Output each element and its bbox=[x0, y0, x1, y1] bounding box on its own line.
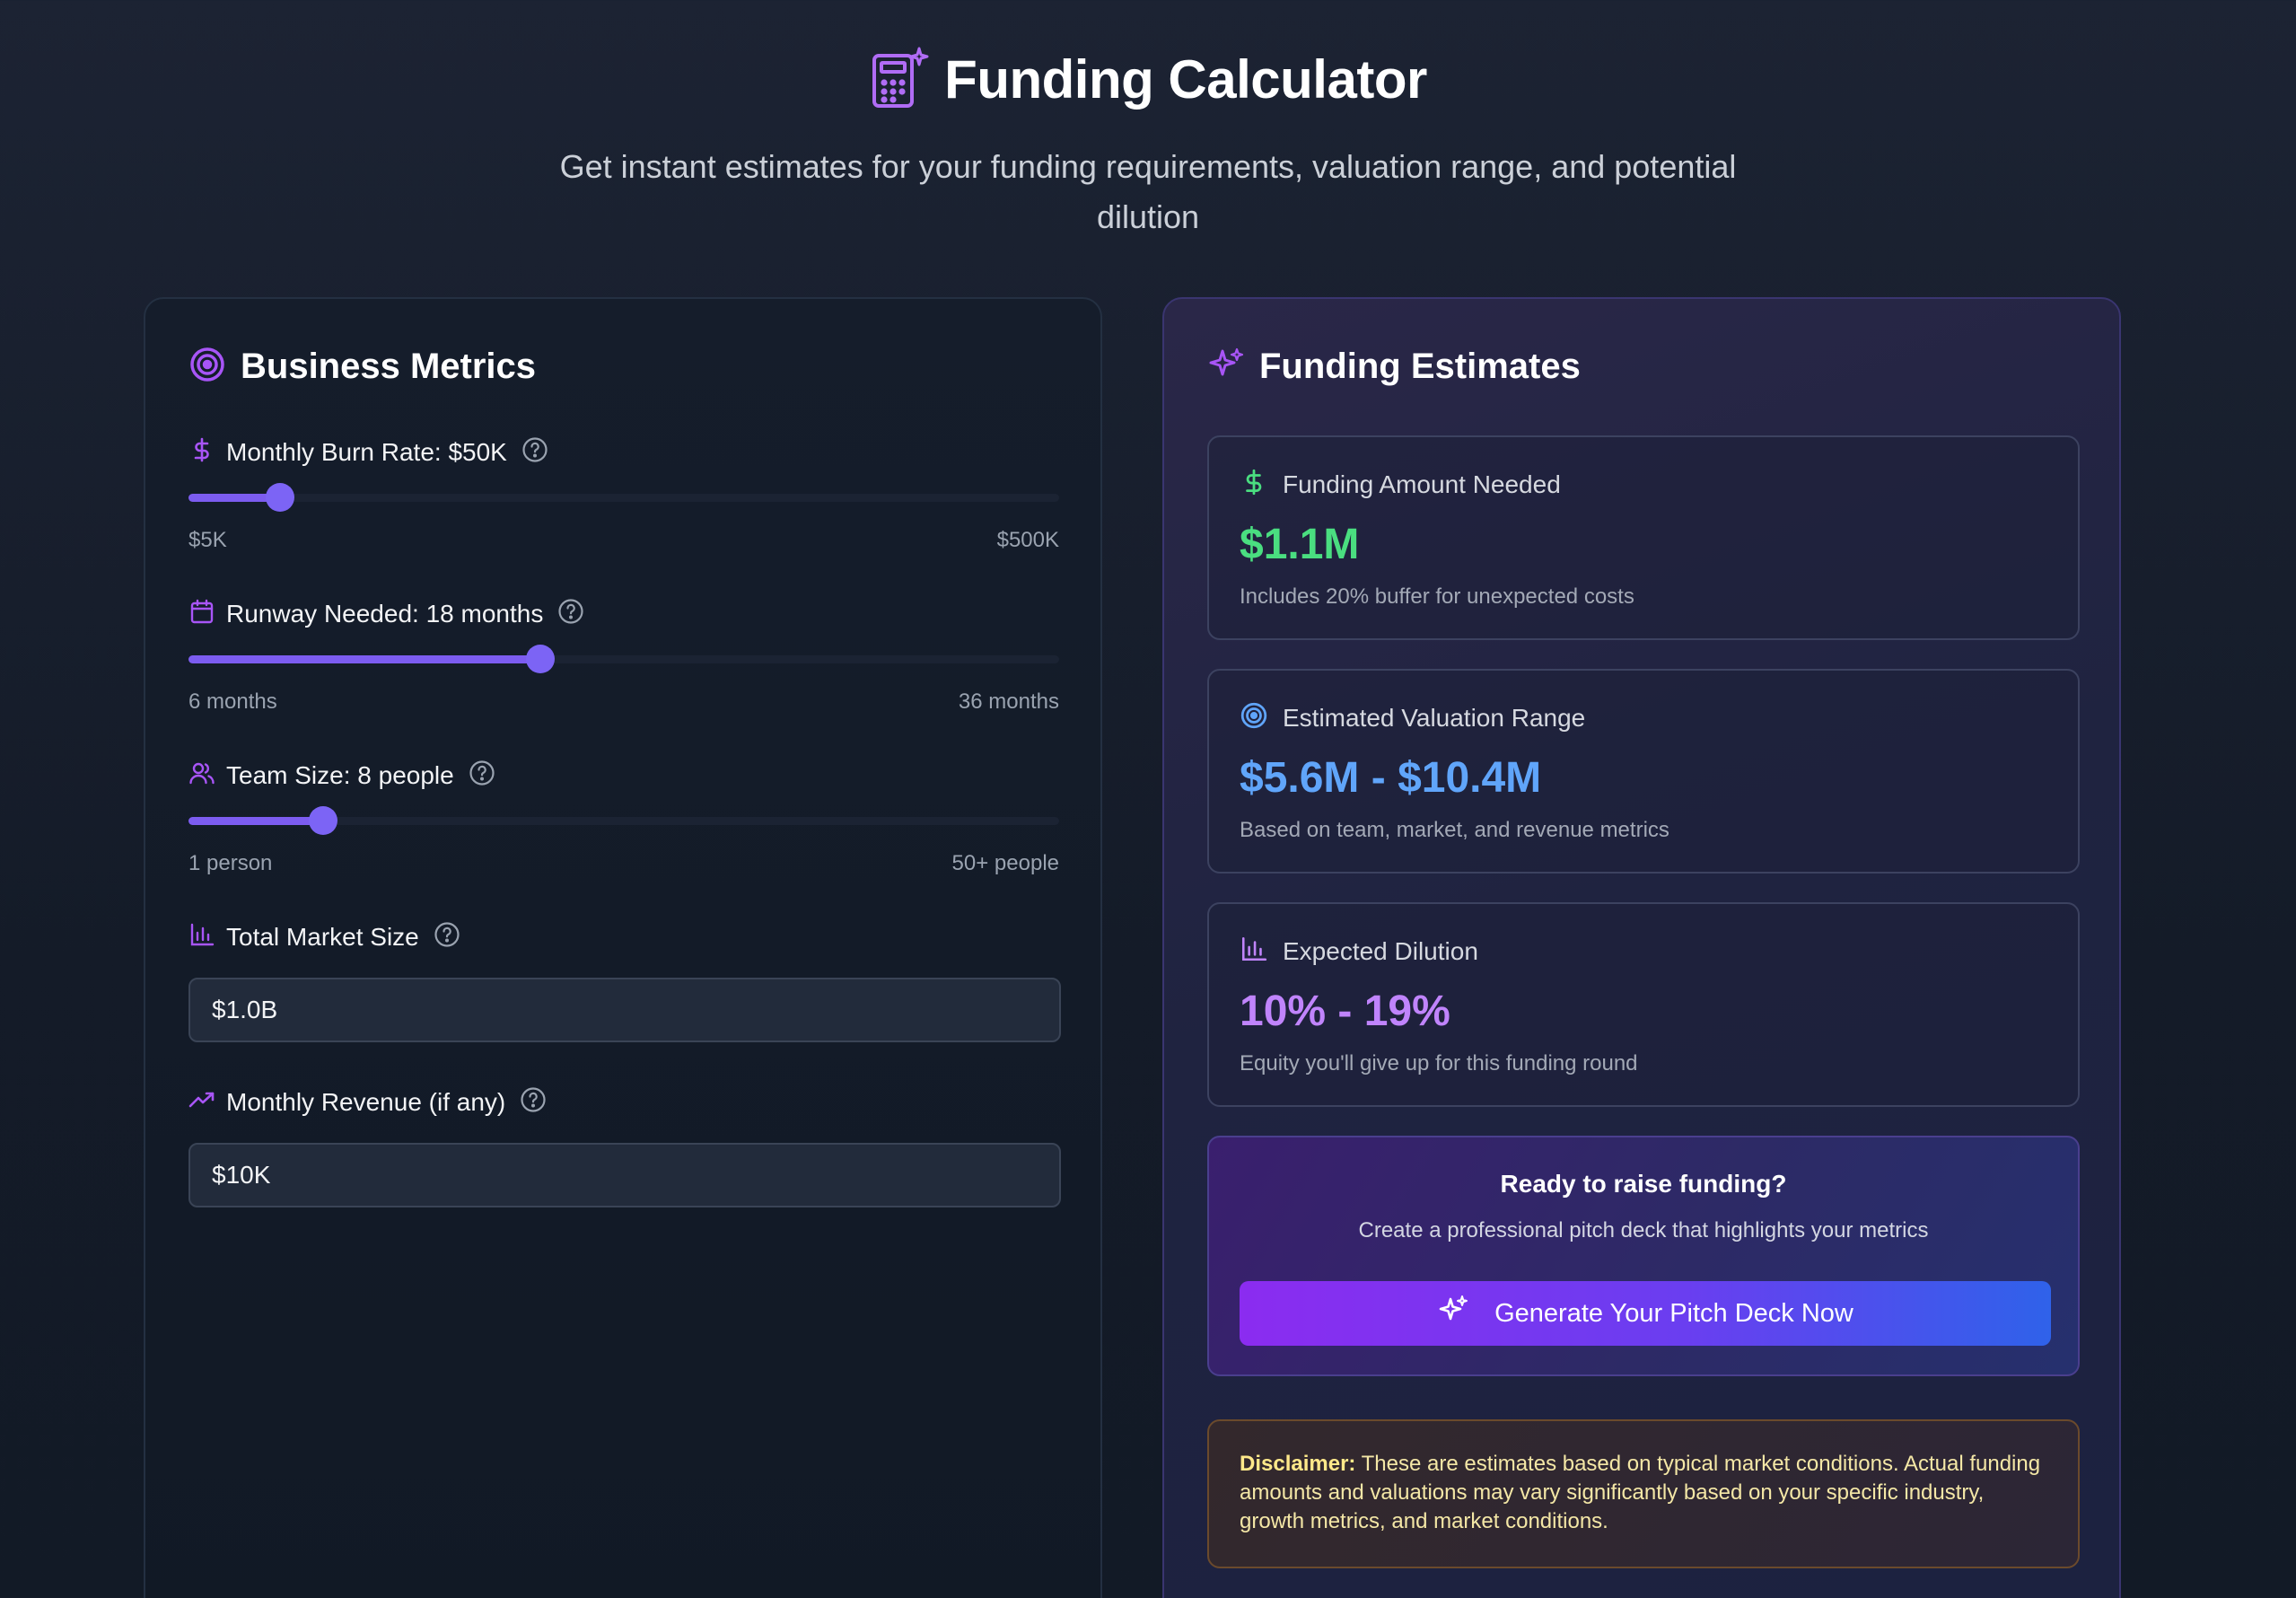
range-max-label: 36 months bbox=[958, 689, 1059, 714]
runway-range: 6 months 36 months bbox=[188, 689, 1059, 715]
cta-title: Ready to raise funding? bbox=[1500, 1170, 1787, 1198]
target-icon bbox=[188, 346, 226, 388]
page-header: Funding Calculator Get instant estimates… bbox=[0, 36, 2296, 242]
team-size-label-row: Team Size: 8 people bbox=[188, 759, 495, 791]
slider-thumb[interactable] bbox=[265, 483, 294, 512]
help-icon[interactable] bbox=[465, 759, 495, 791]
runway-label: Runway Needed: 18 months bbox=[226, 599, 544, 628]
market-size-label-row: Total Market Size bbox=[188, 921, 460, 953]
help-icon[interactable] bbox=[518, 436, 548, 468]
funding-estimates-header: Funding Estimates bbox=[1207, 346, 1581, 388]
expected-dilution-card: Expected Dilution 10% - 19% Equity you'l… bbox=[1207, 902, 2080, 1107]
revenue-label-row: Monthly Revenue (if any) bbox=[188, 1086, 547, 1118]
page-subtitle: Get instant estimates for your funding r… bbox=[559, 148, 1737, 235]
runway-slider[interactable] bbox=[188, 644, 1059, 674]
bar-chart-icon bbox=[188, 921, 215, 953]
valuation-range-label: Estimated Valuation Range bbox=[1283, 703, 1586, 732]
sparkles-icon bbox=[1207, 346, 1245, 388]
slider-fill bbox=[188, 655, 540, 663]
card-header: Estimated Valuation Range bbox=[1240, 701, 1585, 734]
burn-rate-range: $5K $500K bbox=[188, 528, 1059, 553]
help-icon[interactable] bbox=[430, 921, 460, 953]
expected-dilution-note: Equity you'll give up for this funding r… bbox=[1240, 1051, 1638, 1076]
funding-amount-value: $1.1M bbox=[1240, 521, 1360, 568]
funding-estimates-panel: Funding Estimates Funding Amount Needed … bbox=[1162, 297, 2121, 1598]
revenue-label: Monthly Revenue (if any) bbox=[226, 1087, 506, 1116]
title-row: Funding Calculator bbox=[0, 36, 2296, 122]
dollar-icon bbox=[1240, 468, 1268, 501]
business-metrics-title: Business Metrics bbox=[241, 347, 537, 386]
cta-subtitle: Create a professional pitch deck that hi… bbox=[1358, 1218, 1929, 1242]
team-size-label: Team Size: 8 people bbox=[226, 760, 454, 789]
funding-amount-card: Funding Amount Needed $1.1M Includes 20%… bbox=[1207, 435, 2080, 640]
market-size-input[interactable] bbox=[188, 978, 1061, 1042]
funding-amount-label: Funding Amount Needed bbox=[1283, 470, 1561, 498]
generate-pitch-deck-button[interactable]: Generate Your Pitch Deck Now bbox=[1240, 1281, 2051, 1346]
help-icon[interactable] bbox=[516, 1086, 547, 1118]
card-header: Funding Amount Needed bbox=[1240, 468, 1561, 501]
range-max-label: $500K bbox=[996, 528, 1059, 552]
funding-estimates-title: Funding Estimates bbox=[1259, 347, 1581, 386]
target-icon bbox=[1240, 701, 1268, 734]
range-min-label: $5K bbox=[188, 528, 227, 552]
range-min-label: 6 months bbox=[188, 689, 277, 714]
help-icon[interactable] bbox=[554, 598, 584, 629]
burn-rate-slider[interactable] bbox=[188, 482, 1059, 513]
trending-up-icon bbox=[188, 1086, 215, 1118]
disclaimer-label: Disclaimer: bbox=[1240, 1452, 1356, 1476]
page-title: Funding Calculator bbox=[944, 48, 1427, 110]
slider-thumb[interactable] bbox=[309, 806, 338, 835]
team-size-range: 1 person 50+ people bbox=[188, 851, 1059, 876]
calendar-icon bbox=[188, 598, 215, 629]
expected-dilution-label: Expected Dilution bbox=[1283, 936, 1478, 965]
range-max-label: 50+ people bbox=[951, 851, 1059, 875]
sparkles-icon bbox=[1437, 1294, 1469, 1333]
slider-track bbox=[188, 494, 1059, 502]
card-header: Expected Dilution bbox=[1240, 935, 1478, 968]
burn-rate-label-row: Monthly Burn Rate: $50K bbox=[188, 436, 548, 468]
expected-dilution-value: 10% - 19% bbox=[1240, 988, 1450, 1035]
users-icon bbox=[188, 759, 215, 791]
valuation-range-note: Based on team, market, and revenue metri… bbox=[1240, 818, 1669, 842]
funding-amount-note: Includes 20% buffer for unexpected costs bbox=[1240, 584, 1634, 609]
market-size-label: Total Market Size bbox=[226, 922, 419, 951]
runway-label-row: Runway Needed: 18 months bbox=[188, 598, 584, 629]
disclaimer-box: Disclaimer: These are estimates based on… bbox=[1207, 1419, 2080, 1568]
monthly-revenue-input[interactable] bbox=[188, 1143, 1061, 1207]
slider-fill bbox=[188, 494, 280, 502]
slider-track bbox=[188, 817, 1059, 825]
valuation-range-card: Estimated Valuation Range $5.6M - $10.4M… bbox=[1207, 669, 2080, 874]
calculator-sparkle-icon bbox=[869, 45, 932, 114]
bar-chart-icon bbox=[1240, 935, 1268, 968]
burn-rate-label: Monthly Burn Rate: $50K bbox=[226, 437, 507, 466]
disclaimer-text: These are estimates based on typical mar… bbox=[1240, 1452, 2041, 1533]
generate-pitch-deck-label: Generate Your Pitch Deck Now bbox=[1494, 1298, 1853, 1328]
dollar-icon bbox=[188, 436, 215, 468]
range-min-label: 1 person bbox=[188, 851, 273, 875]
team-size-slider[interactable] bbox=[188, 805, 1059, 836]
slider-thumb[interactable] bbox=[525, 645, 555, 673]
valuation-range-value: $5.6M - $10.4M bbox=[1240, 754, 1542, 802]
business-metrics-header: Business Metrics bbox=[188, 346, 536, 388]
business-metrics-panel: Business Metrics Monthly Burn Rate: $50K… bbox=[144, 297, 1102, 1598]
slider-fill bbox=[188, 817, 324, 825]
pitch-deck-cta: Ready to raise funding? Create a profess… bbox=[1207, 1136, 2080, 1376]
slider-track bbox=[188, 655, 1059, 663]
